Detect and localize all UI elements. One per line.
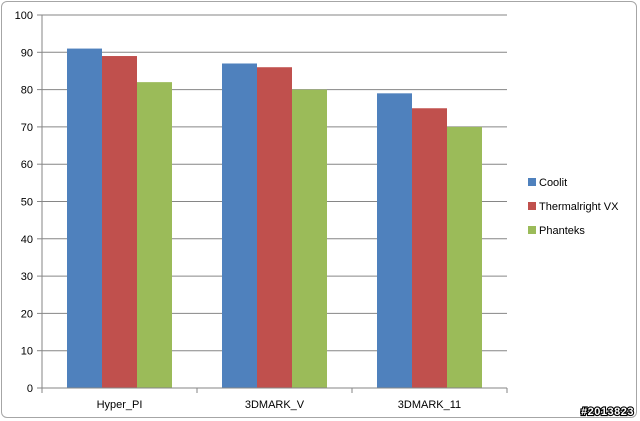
y-tick-label: 30 xyxy=(21,271,33,283)
y-tick-label: 70 xyxy=(21,122,33,134)
legend-label: Coolit xyxy=(539,177,567,189)
bar-coolit-hyper_pi xyxy=(67,48,102,388)
y-tick-label: 20 xyxy=(21,308,33,320)
y-tick-label: 90 xyxy=(21,47,33,59)
x-tick-label: 3DMARK_11 xyxy=(398,399,461,411)
bar-coolit-3dmark_11 xyxy=(377,93,412,388)
legend-label: Phanteks xyxy=(539,225,585,237)
y-tick-label: 50 xyxy=(21,197,33,209)
bar-coolit-3dmark_v xyxy=(222,63,257,389)
y-tick-label: 10 xyxy=(21,346,33,358)
bars xyxy=(67,48,482,389)
y-tick-label: 60 xyxy=(21,159,33,171)
x-tick-label: 3DMARK_V xyxy=(245,399,305,411)
y-tick-labels: 0 10 20 30 40 50 60 70 80 90 100 xyxy=(15,10,42,395)
y-tick-label: 40 xyxy=(21,234,33,246)
watermark-label: #2013823 xyxy=(581,406,634,418)
y-tick-label: 100 xyxy=(15,10,33,22)
bar-thermalright-vx-3dmark_11 xyxy=(412,108,447,388)
legend-label: Thermalright VX xyxy=(539,201,619,213)
legend-swatch xyxy=(528,226,536,234)
y-tick-label: 0 xyxy=(27,383,33,395)
legend: Coolit Thermalright VX Phanteks xyxy=(528,177,619,237)
x-tick-label: Hyper_PI xyxy=(97,399,143,411)
legend-swatch xyxy=(528,178,536,186)
bar-phanteks-3dmark_11 xyxy=(447,126,482,389)
legend-swatch xyxy=(528,202,536,210)
bar-thermalright-vx-hyper_pi xyxy=(102,56,137,388)
bar-thermalright-vx-3dmark_v xyxy=(257,67,292,388)
bar-phanteks-hyper_pi xyxy=(137,82,172,388)
y-tick-label: 80 xyxy=(21,85,33,97)
x-tick-labels: Hyper_PI 3DMARK_V 3DMARK_11 xyxy=(41,388,508,411)
bar-phanteks-3dmark_v xyxy=(292,89,327,388)
